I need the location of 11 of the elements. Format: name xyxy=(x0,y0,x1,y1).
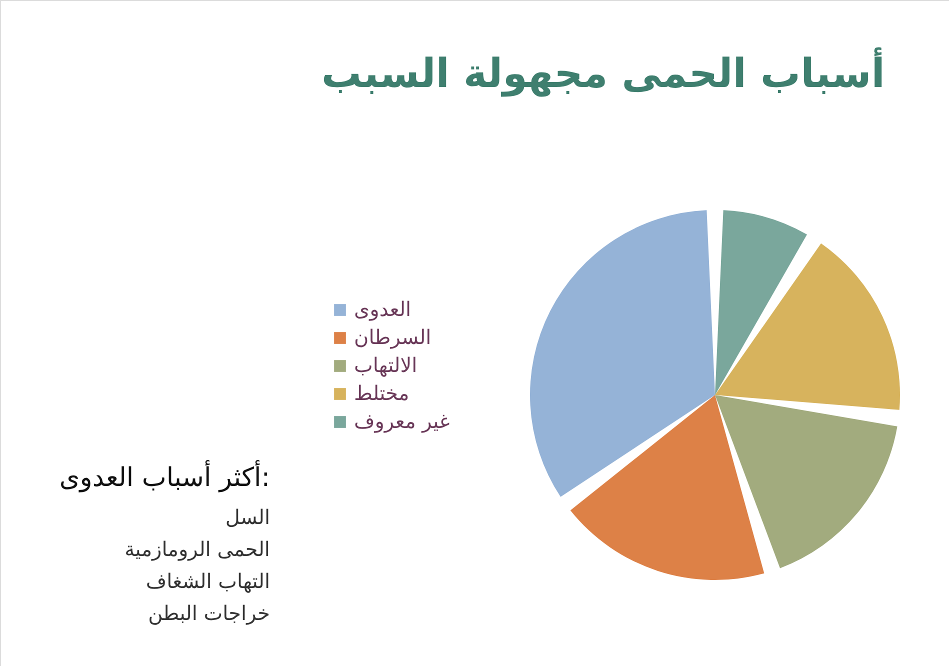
legend-label: السرطان xyxy=(354,325,432,349)
chart-title: أسباب الحمى مجهولة السبب xyxy=(321,47,885,97)
legend-label: العدوى xyxy=(354,297,412,321)
text: التهاب الشغاف xyxy=(146,569,270,593)
legend-label: غير معروف xyxy=(354,409,450,433)
text: الحمى الرومازمية xyxy=(124,537,270,561)
text: خراجات البطن xyxy=(148,601,270,625)
text: أكثر أسباب العدوى: xyxy=(59,460,270,493)
legend-label: مختلط xyxy=(354,381,410,405)
legend-label: الالتهاب xyxy=(354,353,418,377)
text: السل xyxy=(225,505,270,529)
